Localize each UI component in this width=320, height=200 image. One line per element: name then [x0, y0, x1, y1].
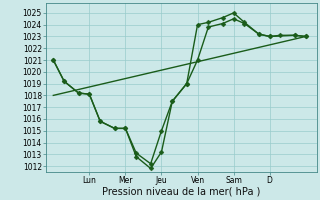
X-axis label: Pression niveau de la mer( hPa ): Pression niveau de la mer( hPa ) — [102, 187, 260, 197]
